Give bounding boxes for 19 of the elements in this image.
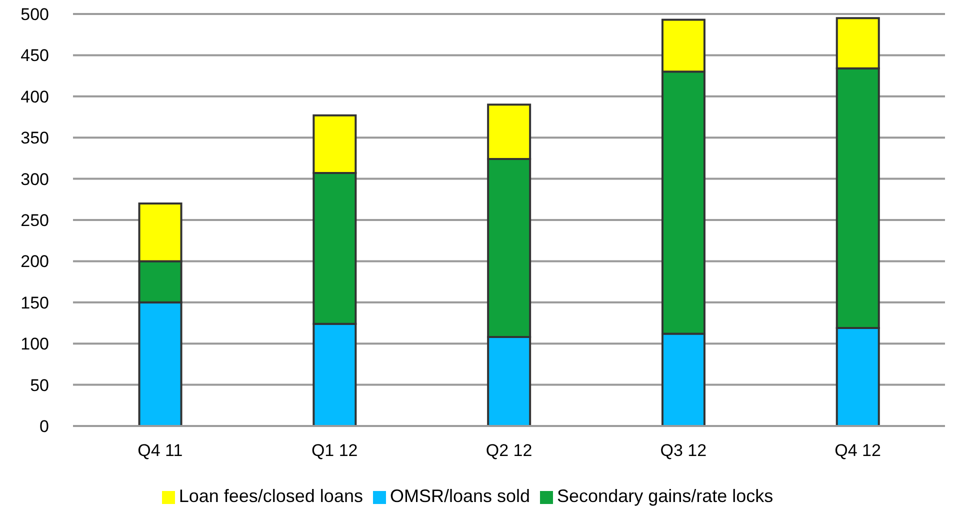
legend-label: Secondary gains/rate locks xyxy=(557,486,774,506)
y-tick-label: 0 xyxy=(40,417,49,436)
x-tick-label: Q3 12 xyxy=(660,441,707,460)
legend-label: Loan fees/closed loans xyxy=(178,486,363,506)
legend-label: OMSR/loans sold xyxy=(390,486,530,506)
y-tick-label: 300 xyxy=(20,170,49,189)
y-tick-label: 150 xyxy=(20,293,49,312)
y-tick-label: 450 xyxy=(20,46,49,66)
y-tick-label: 250 xyxy=(20,211,49,230)
y-tick-label: 400 xyxy=(20,87,49,106)
y-tick-label: 50 xyxy=(30,376,49,395)
x-tick-label: Q2 12 xyxy=(486,441,532,460)
y-tick-label: 500 xyxy=(20,5,49,24)
y-tick-label: 350 xyxy=(20,128,49,148)
y-tick-label: 200 xyxy=(20,252,49,272)
x-tick-label: Q4 12 xyxy=(834,441,881,460)
y-tick-label: 100 xyxy=(20,334,49,354)
x-tick-label: Q4 11 xyxy=(138,441,183,460)
x-tick-label: Q1 12 xyxy=(311,441,358,460)
